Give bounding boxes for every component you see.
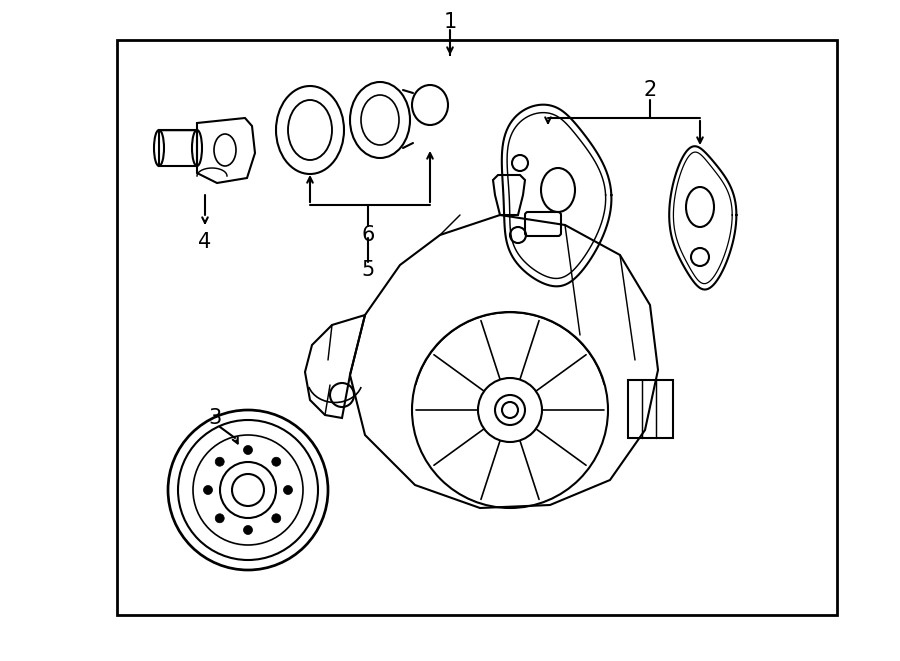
Circle shape (244, 525, 253, 535)
Circle shape (244, 446, 253, 455)
Circle shape (215, 514, 224, 523)
Bar (159, 130, 197, 166)
Text: 4: 4 (198, 232, 212, 252)
Circle shape (502, 402, 518, 418)
Circle shape (272, 514, 281, 523)
Text: 5: 5 (362, 260, 374, 280)
Text: 6: 6 (361, 225, 374, 245)
Bar (628, 380, 673, 438)
Text: 2: 2 (644, 80, 657, 100)
Bar (117, 40, 837, 615)
Circle shape (284, 485, 292, 494)
Circle shape (203, 485, 212, 494)
Circle shape (272, 457, 281, 466)
Text: 3: 3 (209, 408, 221, 428)
Circle shape (215, 457, 224, 466)
Text: 1: 1 (444, 12, 456, 32)
